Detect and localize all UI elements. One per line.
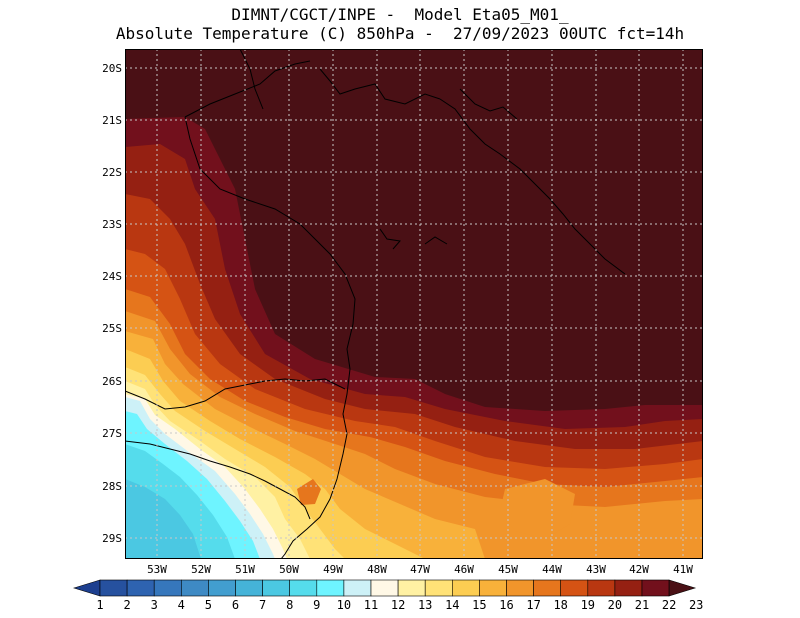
field-7-8 [125, 479, 201, 559]
lon-label: 47W [410, 563, 430, 576]
state-border-north [184, 60, 311, 118]
colorbar-cell [451, 579, 480, 597]
colorbar-label: 2 [123, 598, 131, 612]
colorbar-label: 17 [526, 598, 541, 612]
colorbar-cell [560, 579, 589, 597]
lat-label: 29S [102, 532, 122, 545]
lat-label: 20S [102, 62, 122, 75]
colorbar-cell [479, 579, 507, 597]
colorbar-label: 11 [363, 598, 379, 612]
colorbar-label: 14 [445, 598, 460, 612]
lon-label: 46W [454, 563, 474, 576]
colorbar-label: 4 [177, 598, 185, 612]
lon-label: 44W [542, 563, 562, 576]
inland-reservoir-2 [424, 236, 448, 245]
title-line-2: Absolute Temperature (C) 850hPa - 27/09/… [115, 24, 685, 43]
lon-label: 41W [673, 563, 693, 576]
lon-label: 51W [235, 563, 255, 576]
lon-label: 45W [498, 563, 518, 576]
colorbar-cell [153, 579, 182, 597]
graticule [125, 49, 703, 559]
colorbar-cells [72, 579, 697, 597]
colorbar-cell [668, 579, 697, 597]
colorbar-cell [641, 579, 670, 597]
colorbar-label: 12 [390, 598, 406, 612]
lon-label: 42W [629, 563, 649, 576]
colorbar-label: 8 [286, 598, 294, 612]
lat-label: 26S [102, 375, 122, 388]
colorbar-label: 19 [580, 598, 596, 612]
colorbar-label: 22 [661, 598, 677, 612]
colorbar-label: 7 [258, 598, 267, 612]
colorbar-cell [181, 579, 209, 597]
colorbar-cell [370, 579, 399, 597]
temperature-map [125, 49, 703, 559]
colorbar-cell [424, 579, 453, 597]
field-warm-blob [500, 479, 575, 539]
colorbar-cell [343, 579, 372, 597]
colorbar-label: 21 [634, 598, 650, 612]
colorbar-cell [506, 579, 534, 597]
colorbar-cell [208, 579, 236, 597]
colorbar-cell [533, 579, 561, 597]
state-border-rs-sc [125, 440, 311, 520]
lon-label: 49W [323, 563, 343, 576]
lon-label: 53W [147, 563, 167, 576]
colorbar-label: 9 [313, 598, 321, 612]
colorbar-label: 13 [417, 598, 433, 612]
title-line-1: DIMNT/CGCT/INPE - Model Eta05_M01_ [231, 5, 569, 24]
colorbar-label: 6 [231, 598, 240, 612]
colorbar-label: 20 [607, 598, 623, 612]
coastline-sp-rj [439, 98, 626, 275]
colorbar-cell [614, 579, 643, 597]
lat-label: 28S [102, 480, 122, 493]
lon-label: 50W [279, 563, 299, 576]
lat-label: 22S [102, 166, 122, 179]
inland-reservoir [379, 228, 401, 250]
colorbar [72, 579, 697, 597]
colorbar-label: 1 [96, 598, 104, 612]
colorbar-cell [99, 579, 128, 597]
lat-label: 25S [102, 322, 122, 335]
colorbar-label: 3 [150, 598, 158, 612]
colorbar-cell [289, 579, 318, 597]
lon-label: 52W [191, 563, 211, 576]
colorbar-cell [235, 579, 263, 597]
lat-label: 27S [102, 427, 122, 440]
lat-label: 24S [102, 270, 122, 283]
colorbar-label: 23 [688, 598, 704, 612]
colorbar-label: 16 [499, 598, 514, 612]
colorbar-label: 18 [553, 598, 568, 612]
colorbar-cell [72, 579, 101, 597]
colorbar-cell [126, 579, 155, 597]
colorbar-label: 15 [472, 598, 487, 612]
colorbar-cell [397, 579, 426, 597]
colorbar-label: 10 [336, 598, 352, 612]
lat-label: 23S [102, 218, 122, 231]
lat-label: 21S [102, 114, 122, 127]
lon-label: 43W [586, 563, 606, 576]
colorbar-label: 5 [204, 598, 212, 612]
map-frame [125, 49, 703, 559]
colorbar-cell [587, 579, 616, 597]
colorbar-cell [262, 579, 291, 597]
colorbar-cell [316, 579, 345, 597]
lon-label: 48W [367, 563, 387, 576]
state-border-sc-pr [125, 378, 346, 410]
